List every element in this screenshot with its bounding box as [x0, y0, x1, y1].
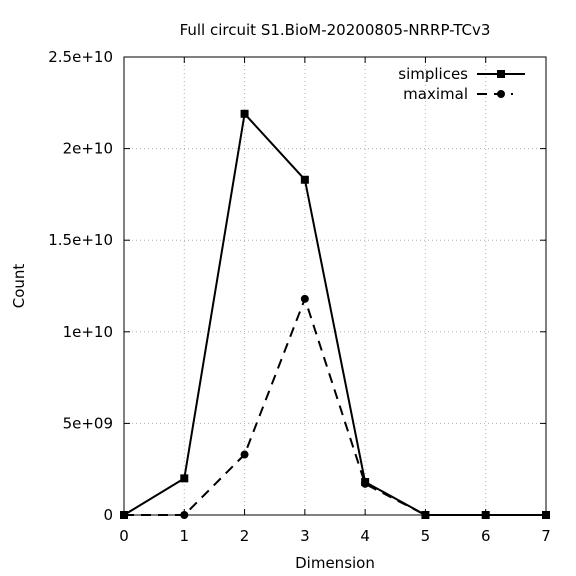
data-point-maximal: [361, 479, 370, 488]
data-point-maximal: [300, 294, 309, 303]
y-tick-label: 1e+10: [63, 323, 113, 341]
y-tick-label: 5e+09: [63, 414, 113, 432]
legend-marker-maximal: [497, 90, 505, 98]
legend-label-maximal: maximal: [403, 85, 468, 103]
x-tick-label: 7: [541, 527, 551, 545]
y-tick-label: 2e+10: [63, 140, 113, 158]
x-axis-label: Dimension: [295, 554, 375, 572]
y-tick-label: 1.5e+10: [48, 231, 113, 249]
data-point-maximal: [542, 511, 550, 519]
x-tick-label: 6: [481, 527, 491, 545]
x-tick-label: 3: [300, 527, 310, 545]
x-tick-label: 5: [421, 527, 431, 545]
x-tick-label: 4: [360, 527, 370, 545]
data-point-maximal: [481, 511, 490, 519]
y-tick-label: 0: [103, 506, 113, 524]
grid-layer: [124, 57, 546, 515]
y-axis-label: Count: [10, 264, 28, 309]
series-layer: [120, 109, 550, 519]
series-maximal: [120, 294, 550, 519]
data-point-simplices: [300, 175, 309, 184]
data-point-maximal: [421, 511, 430, 519]
data-point-simplices: [240, 109, 249, 118]
data-point-maximal: [180, 511, 189, 519]
series-line-maximal: [124, 297, 546, 516]
x-tick-label: 0: [119, 527, 129, 545]
legend-label-simplices: simplices: [398, 65, 468, 83]
x-tick-label: 2: [240, 527, 250, 545]
data-point-maximal: [240, 450, 249, 459]
data-point-simplices: [180, 474, 189, 483]
data-point-maximal: [120, 511, 128, 519]
plot-frame: [123, 56, 547, 516]
x-tick-label: 1: [180, 527, 190, 545]
legend-marker-simplices: [497, 70, 505, 78]
legend: simplices maximal: [398, 65, 525, 103]
series-line-simplices: [123, 112, 546, 516]
y-tick-label: 2.5e+10: [48, 48, 113, 66]
chart-title: Full circuit S1.BioM-20200805-NRRP-TCv3: [180, 21, 491, 39]
